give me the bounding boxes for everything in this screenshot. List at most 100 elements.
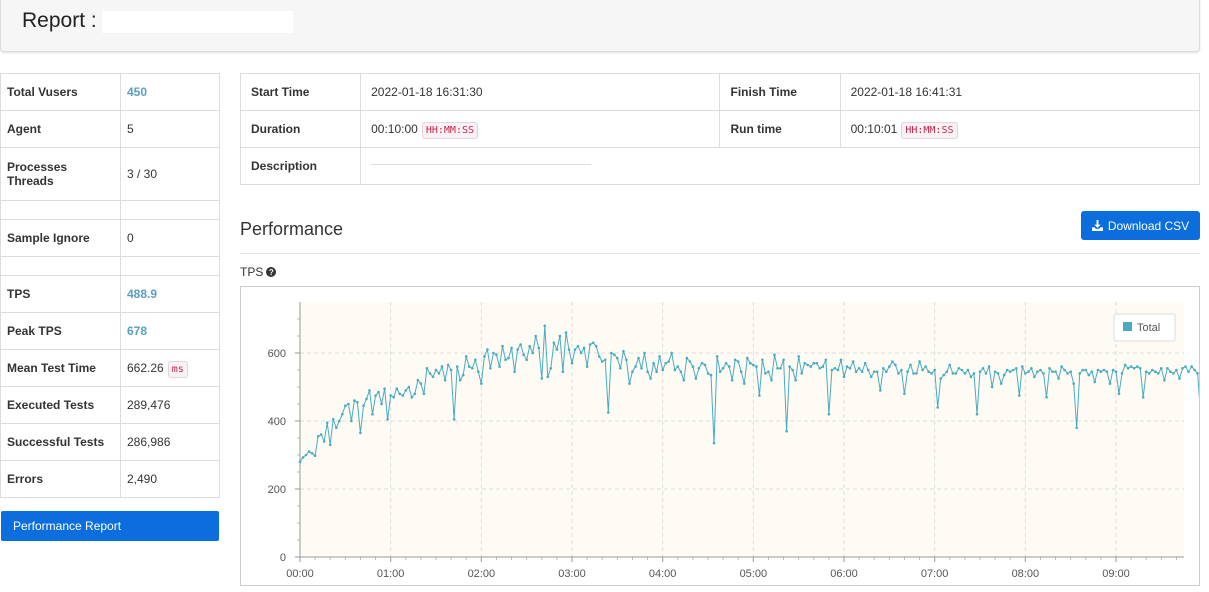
data-point: [1057, 377, 1060, 380]
data-point: [1066, 372, 1069, 375]
data-point: [697, 367, 701, 370]
data-point: [655, 370, 658, 373]
description-value: [360, 147, 1200, 185]
data-point: [325, 421, 329, 424]
data-point: [501, 344, 504, 348]
data-point: [1027, 370, 1030, 373]
data-point: [945, 370, 949, 373]
data-point: [860, 370, 864, 373]
data-point: [818, 367, 822, 370]
table-row: Executed Tests 289,476: [0, 386, 220, 424]
data-point: [670, 351, 673, 355]
data-point: [1102, 368, 1106, 372]
data-point: [1048, 367, 1051, 370]
data-point: [782, 358, 785, 362]
help-icon[interactable]: ?: [266, 267, 277, 277]
data-point: [474, 358, 477, 362]
x-tick-label: 02:00: [468, 568, 496, 580]
performance-report-button[interactable]: Performance Report: [1, 511, 219, 541]
data-point: [504, 358, 507, 362]
data-point: [507, 356, 510, 360]
data-point: [570, 361, 574, 365]
data-point: [758, 394, 761, 397]
data-point: [546, 375, 550, 379]
tps-chart-svg: 0 200 400 600 00:00 01:00 02:00 03:00 04:00 05:00…: [268, 302, 1199, 580]
data-point: [679, 370, 683, 373]
data-point: [335, 426, 338, 430]
summary-value: 662.26 ms: [120, 349, 220, 387]
download-csv-button[interactable]: Download CSV: [1081, 211, 1200, 240]
data-point: [875, 370, 879, 373]
data-point: [1090, 370, 1094, 373]
data-point: [489, 367, 492, 370]
performance-title: Performance: [240, 219, 344, 239]
data-point: [954, 372, 958, 375]
x-tick-label: 00:00: [286, 568, 314, 580]
data-point: [492, 351, 495, 355]
data-point: [607, 411, 610, 414]
data-point: [685, 356, 689, 360]
data-point: [1117, 392, 1121, 396]
summary-value: 289,476: [120, 386, 220, 424]
duration-label: Duration: [239, 110, 362, 148]
data-point: [866, 368, 870, 372]
data-point: [848, 367, 852, 370]
data-point: [718, 370, 722, 373]
data-point: [416, 378, 420, 382]
data-point: [1078, 372, 1081, 375]
data-point: [458, 378, 462, 382]
data-point: [1163, 378, 1166, 382]
data-point: [525, 358, 528, 362]
data-point: [1196, 372, 1199, 375]
data-point: [368, 389, 371, 392]
data-point: [882, 367, 885, 370]
data-point: [350, 419, 353, 423]
data-point: [471, 367, 474, 370]
chart-legend: Total: [1113, 313, 1176, 342]
data-point: [987, 365, 991, 368]
data-point: [1011, 368, 1015, 372]
data-point: [776, 367, 779, 370]
duration-unit-badge: HH:MM:SS: [421, 122, 479, 139]
data-point: [966, 368, 970, 372]
data-point: [597, 355, 601, 358]
legend-label: Total: [1137, 322, 1160, 334]
data-point: [555, 348, 559, 351]
data-point: [752, 363, 755, 367]
data-point: [1030, 367, 1033, 370]
table-row: Successful Tests 286,986: [0, 423, 220, 461]
data-point: [872, 370, 876, 373]
data-point: [419, 382, 423, 385]
y-tick-label: 0: [280, 552, 286, 564]
data-point: [727, 365, 731, 368]
data-point: [703, 363, 707, 367]
plot-area: [300, 302, 1184, 557]
data-point: [1144, 370, 1148, 373]
data-point: [885, 370, 888, 373]
data-point: [613, 353, 616, 356]
legend-box: [1113, 313, 1176, 342]
data-point: [446, 363, 450, 367]
summary-label: Sample Ignore: [0, 219, 121, 257]
data-point: [359, 431, 362, 435]
data-point: [313, 454, 317, 457]
data-point: [927, 370, 930, 373]
data-point: [743, 382, 746, 385]
data-point: [791, 368, 794, 372]
table-row: TPS 488.9: [0, 275, 220, 313]
data-point: [939, 377, 942, 380]
x-tick-label: 03:00: [558, 568, 586, 580]
data-point: [909, 363, 912, 367]
description-label: Description: [239, 147, 362, 185]
summary-label: TPS: [0, 275, 121, 313]
data-point: [322, 440, 326, 443]
data-point: [543, 324, 547, 328]
data-point: [549, 367, 553, 370]
data-point: [573, 348, 577, 351]
data-point: [383, 387, 386, 390]
data-point: [1105, 370, 1109, 373]
data-point: [770, 378, 773, 382]
data-point: [1005, 368, 1009, 372]
data-point: [1129, 365, 1133, 368]
data-point: [1039, 368, 1042, 372]
